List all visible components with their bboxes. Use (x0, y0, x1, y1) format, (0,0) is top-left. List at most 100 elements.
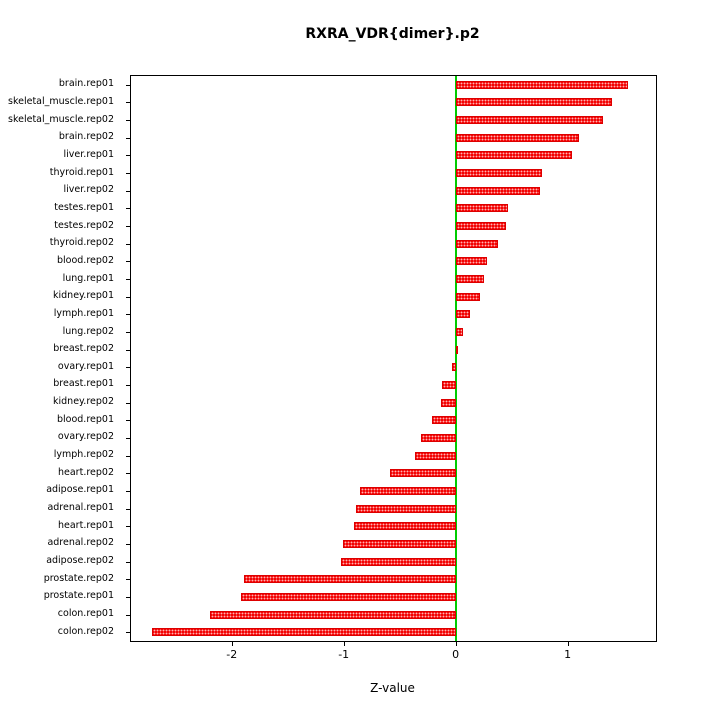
y-label-kidney.rep01: kidney.rep01 (53, 290, 114, 302)
bar-ovary.rep01 (452, 363, 456, 372)
y-label-liver.rep02: liver.rep02 (63, 184, 114, 196)
y-label-thyroid.rep02: thyroid.rep02 (49, 237, 114, 249)
y-tick (126, 120, 130, 122)
y-label-liver.rep01: liver.rep01 (63, 148, 114, 160)
x-tick (567, 641, 569, 646)
y-label-colon.rep02: colon.rep02 (57, 625, 114, 637)
bar-adipose.rep01 (360, 486, 456, 495)
bar-breast.rep02 (455, 345, 458, 354)
bar-colon.rep02 (152, 628, 456, 637)
y-tick (126, 632, 130, 634)
y-tick (126, 402, 130, 404)
y-tick (126, 279, 130, 281)
y-label-blood.rep02: blood.rep02 (56, 254, 114, 266)
x-tick (231, 641, 233, 646)
x-tick-label: 1 (564, 648, 572, 661)
bar-prostate.rep01 (240, 592, 456, 601)
bar-adrenal.rep01 (356, 504, 456, 513)
y-tick (126, 455, 130, 457)
y-tick (126, 543, 130, 545)
y-label-skeletal_muscle.rep01: skeletal_muscle.rep01 (8, 95, 114, 107)
bar-liver.rep01 (455, 151, 573, 160)
y-tick (126, 508, 130, 510)
bar-lung.rep02 (455, 328, 464, 337)
bar-skeletal_muscle.rep01 (455, 98, 613, 107)
y-tick (126, 261, 130, 263)
bar-testes.rep02 (455, 222, 506, 231)
y-tick (126, 226, 130, 228)
plot-area: -2 -1 0 1 (126, 75, 657, 661)
y-tick (126, 155, 130, 157)
y-tick (126, 84, 130, 86)
y-label-breast.rep01: breast.rep01 (53, 378, 114, 390)
bar-brain.rep01 (455, 80, 628, 89)
y-tick (126, 596, 130, 598)
y-label-blood.rep01: blood.rep01 (56, 413, 114, 425)
y-label-colon.rep01: colon.rep01 (57, 608, 114, 620)
y-tick (126, 526, 130, 528)
chart-title: RXRA_VDR{dimer}.p2 (305, 26, 480, 42)
x-axis-label: Z-value (370, 681, 415, 695)
y-label-kidney.rep02: kidney.rep02 (53, 396, 114, 408)
bar-colon.rep01 (210, 610, 456, 619)
y-tick (126, 137, 130, 139)
y-label-brain.rep02: brain.rep02 (58, 131, 114, 143)
y-tick (126, 296, 130, 298)
y-tick (126, 314, 130, 316)
bar-blood.rep01 (432, 416, 456, 425)
y-tick (126, 420, 130, 422)
bar-skeletal_muscle.rep02 (455, 116, 604, 125)
y-tick (126, 614, 130, 616)
bar-brain.rep02 (455, 133, 579, 142)
bar-heart.rep02 (389, 469, 456, 478)
bar-liver.rep02 (455, 186, 540, 195)
bar-adipose.rep02 (341, 557, 456, 566)
bar-ovary.rep02 (420, 433, 456, 442)
y-label-testes.rep01: testes.rep01 (54, 201, 114, 213)
bar-kidney.rep02 (441, 398, 456, 407)
y-label-prostate.rep02: prostate.rep02 (43, 572, 114, 584)
y-label-breast.rep02: breast.rep02 (53, 343, 114, 355)
y-tick (126, 208, 130, 210)
zero-reference-line (454, 76, 457, 641)
bar-kidney.rep01 (455, 292, 481, 301)
bar-breast.rep01 (442, 380, 456, 389)
y-label-ovary.rep01: ovary.rep01 (57, 360, 114, 372)
x-tick (455, 641, 457, 646)
y-axis-labels: brain.rep01 skeletal_muscle.rep01 skeletal… (0, 75, 122, 640)
x-tick (343, 641, 345, 646)
y-tick (126, 561, 130, 563)
y-label-lymph.rep02: lymph.rep02 (53, 449, 114, 461)
y-label-testes.rep02: testes.rep02 (54, 219, 114, 231)
y-label-adrenal.rep02: adrenal.rep02 (47, 537, 114, 549)
bar-blood.rep02 (455, 257, 487, 266)
y-tick (126, 332, 130, 334)
y-label-heart.rep01: heart.rep01 (58, 519, 114, 531)
y-label-adipose.rep01: adipose.rep01 (46, 484, 114, 496)
x-tick-label: -2 (226, 648, 238, 661)
y-tick (126, 102, 130, 104)
y-label-thyroid.rep01: thyroid.rep01 (49, 166, 114, 178)
y-label-skeletal_muscle.rep02: skeletal_muscle.rep02 (8, 113, 114, 125)
y-tick (126, 190, 130, 192)
x-tick-label: -1 (338, 648, 350, 661)
y-tick (126, 173, 130, 175)
y-tick (126, 384, 130, 386)
x-tick-label: 0 (452, 648, 460, 661)
y-tick (126, 473, 130, 475)
y-label-lung.rep01: lung.rep01 (62, 272, 114, 284)
y-tick (126, 490, 130, 492)
y-label-adipose.rep02: adipose.rep02 (46, 555, 114, 567)
y-label-heart.rep02: heart.rep02 (58, 466, 114, 478)
y-label-prostate.rep01: prostate.rep01 (43, 590, 114, 602)
y-label-lymph.rep01: lymph.rep01 (53, 307, 114, 319)
y-label-ovary.rep02: ovary.rep02 (57, 431, 114, 443)
y-label-brain.rep01: brain.rep01 (58, 78, 114, 90)
y-tick (126, 243, 130, 245)
bar-prostate.rep02 (244, 575, 456, 584)
bar-adrenal.rep02 (342, 539, 456, 548)
y-label-lung.rep02: lung.rep02 (62, 325, 114, 337)
bar-thyroid.rep02 (455, 239, 499, 248)
bar-heart.rep01 (353, 522, 456, 531)
